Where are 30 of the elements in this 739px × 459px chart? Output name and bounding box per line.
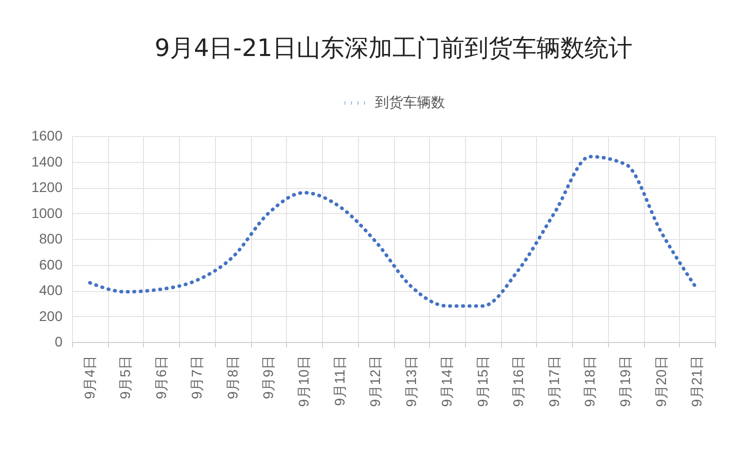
x-tick-label: 9月5日 <box>117 356 134 400</box>
x-tick-label: 9月13日 <box>402 356 419 407</box>
x-tick-label: 9月18日 <box>581 356 598 407</box>
y-tick-label: 600 <box>39 256 63 272</box>
x-tick-label: 9月7日 <box>188 356 205 400</box>
x-tick-label: 9月4日 <box>81 356 98 400</box>
y-tick-label: 1600 <box>31 128 63 144</box>
x-tick-label: 9月10日 <box>296 356 312 407</box>
x-tick-label: 9月9日 <box>260 356 276 400</box>
x-tick-label: 9月14日 <box>438 356 455 407</box>
x-tick-label: 9月8日 <box>224 356 240 400</box>
x-tick-label: 9月17日 <box>546 356 562 407</box>
y-tick-label: 400 <box>39 282 63 298</box>
x-tick-label: 9月20日 <box>652 356 669 407</box>
line-series <box>88 154 699 308</box>
x-tick-label: 9月6日 <box>152 356 169 400</box>
y-tick-label: 1400 <box>31 153 63 170</box>
chart-title: 9月4日-21日山东深加工门前到货车辆数统计 <box>154 34 632 62</box>
x-tick-label: 9月11日 <box>331 356 348 406</box>
y-tick-label: 1200 <box>31 179 63 195</box>
y-tick-label: 1000 <box>31 204 63 221</box>
y-tick-label: 0 <box>54 334 63 350</box>
x-tick-label: 9月16日 <box>510 356 526 407</box>
y-tick-label: 200 <box>39 308 63 324</box>
x-tick-label: 9月15日 <box>474 356 490 407</box>
x-tick-label: 9月21日 <box>688 356 705 407</box>
x-tick-label: 9月19日 <box>617 356 634 407</box>
y-tick-label: 800 <box>39 230 63 246</box>
x-tick-label: 9月12日 <box>367 356 384 407</box>
legend-label: 到货车辆数 <box>375 95 445 111</box>
